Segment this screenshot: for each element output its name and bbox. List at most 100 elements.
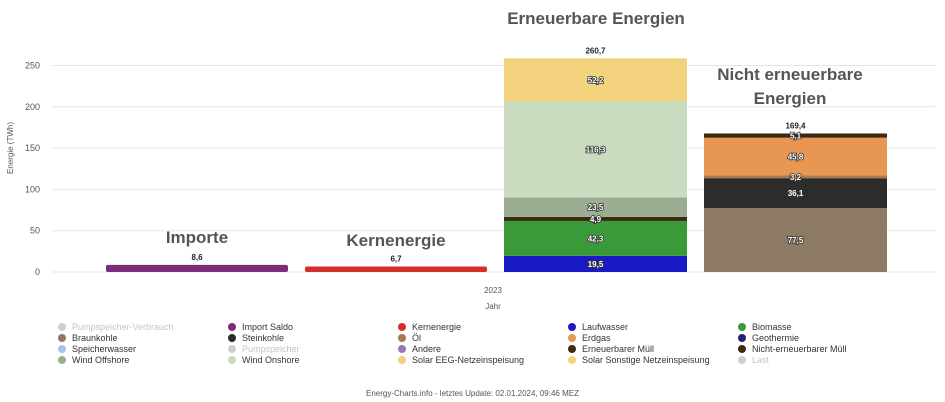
legend-label: Erneuerbarer Müll xyxy=(582,343,655,354)
legend-label: Erdgas xyxy=(582,332,611,343)
total-label: 6,7 xyxy=(390,254,402,263)
legend-label: Import Saldo xyxy=(242,321,294,332)
legend-item[interactable]: Pumpspeicher-Verbrauch xyxy=(58,321,228,332)
bar-segment xyxy=(704,175,887,179)
legend: Pumpspeicher-Verbrauch Import Saldo Kernen… xyxy=(58,321,898,365)
legend-item[interactable]: Erdgas xyxy=(568,332,738,343)
bar-segment xyxy=(504,220,687,256)
legend-label: Pumpspeicher-Verbrauch xyxy=(72,321,174,332)
bar-segment xyxy=(106,264,288,272)
y-tick-label: 100 xyxy=(25,184,40,194)
y-tick-label: 0 xyxy=(35,267,40,277)
y-tick-label: 150 xyxy=(25,143,40,153)
x-tick-label: 2023 xyxy=(484,286,502,295)
y-tick-label: 200 xyxy=(25,102,40,112)
y-axis-title: Energie (TWh) xyxy=(6,122,15,174)
data-label: 19,5 xyxy=(588,260,604,269)
legend-swatch xyxy=(568,333,576,342)
y-tick-label: 250 xyxy=(25,61,40,71)
legend-swatch xyxy=(738,322,746,331)
legend-swatch xyxy=(228,344,236,353)
legend-item[interactable]: Wind Offshore xyxy=(58,354,228,365)
bar-segment xyxy=(504,216,687,221)
footer-update: Energy-Charts.info - letztes Update: 02.… xyxy=(365,389,579,398)
legend-label: Wind Offshore xyxy=(72,354,130,365)
legend-item[interactable]: Last xyxy=(738,354,898,365)
legend-swatch xyxy=(58,344,66,353)
legend-label: Solar EEG-Netzeinspeisung xyxy=(412,354,525,365)
data-label: 42,3 xyxy=(588,234,604,243)
bars xyxy=(106,58,887,272)
legend-item[interactable]: Wind Onshore xyxy=(228,354,398,365)
bar-segment xyxy=(504,197,687,217)
legend-swatch xyxy=(228,333,236,342)
data-label: 45,8 xyxy=(788,153,804,162)
bar-segment xyxy=(704,178,887,208)
legend-label: Solar Sonstige Netzeinspeisung xyxy=(582,354,710,365)
legend-label: Nicht-erneuerbarer Müll xyxy=(752,343,847,354)
legend-swatch xyxy=(568,355,576,364)
x-axis-title: Jahr xyxy=(485,302,501,311)
legend-item[interactable]: Geothermie xyxy=(738,332,898,343)
data-label: 52,2 xyxy=(588,76,604,85)
legend-label: Last xyxy=(752,354,770,365)
legend-label: Braunkohle xyxy=(72,332,118,343)
legend-item[interactable]: Nicht-erneuerbarer Müll xyxy=(738,343,898,354)
legend-swatch xyxy=(738,355,746,364)
legend-item[interactable]: Andere xyxy=(398,343,568,354)
legend-swatch xyxy=(58,355,66,364)
group-title: Importe xyxy=(166,228,228,247)
legend-label: Wind Onshore xyxy=(242,354,300,365)
legend-item[interactable]: Speicherwasser xyxy=(58,343,228,354)
legend-swatch xyxy=(398,344,406,353)
legend-item[interactable]: Import Saldo xyxy=(228,321,398,332)
data-label: 4,9 xyxy=(590,215,602,224)
legend-swatch xyxy=(568,322,576,331)
legend-item[interactable]: Solar EEG-Netzeinspeisung xyxy=(398,354,568,365)
group-title: Energien xyxy=(754,89,827,108)
legend-label: Speicherwasser xyxy=(72,343,137,354)
legend-swatch xyxy=(58,333,66,342)
legend-item[interactable]: Kernenergie xyxy=(398,321,568,332)
legend-swatch xyxy=(568,344,576,353)
legend-item[interactable]: Braunkohle xyxy=(58,332,228,343)
data-label: 77,5 xyxy=(788,236,804,245)
legend-label: Steinkohle xyxy=(242,332,285,343)
total-label: 8,6 xyxy=(191,253,203,262)
bar-segment xyxy=(704,137,887,176)
bar-segment xyxy=(504,101,687,198)
bar-segment xyxy=(704,207,887,272)
legend-label: Geothermie xyxy=(752,332,800,343)
legend-swatch xyxy=(228,322,236,331)
y-tick-label: 50 xyxy=(30,226,40,236)
total-label: 260,7 xyxy=(585,46,606,55)
legend-label: Biomasse xyxy=(752,321,792,332)
legend-item[interactable]: Pumpspeicher xyxy=(228,343,398,354)
legend-label: Pumpspeicher xyxy=(242,343,300,354)
data-label: 3,2 xyxy=(790,173,802,182)
legend-swatch xyxy=(738,333,746,342)
data-label: 5,1 xyxy=(790,132,802,141)
legend-swatch xyxy=(398,355,406,364)
legend-item[interactable]: Erneuerbarer Müll xyxy=(568,343,738,354)
group-title: Kernenergie xyxy=(346,231,445,250)
total-label: 169,4 xyxy=(785,121,806,130)
data-label: 23,5 xyxy=(588,203,604,212)
labels: 8,6 6,7 19,5 42,3 4,9 23,5 116,3 52,2 260,7 77,5 3… xyxy=(166,9,863,270)
legend-item[interactable]: Steinkohle xyxy=(228,332,398,343)
legend-label: Laufwasser xyxy=(582,321,629,332)
legend-item[interactable]: Biomasse xyxy=(738,321,898,332)
bar-segment xyxy=(504,58,687,102)
legend-item[interactable]: Öl xyxy=(398,332,568,343)
bar-segment xyxy=(704,133,887,138)
legend-item[interactable]: Solar Sonstige Netzeinspeisung xyxy=(568,354,738,365)
legend-swatch xyxy=(228,355,236,364)
data-label: 36,1 xyxy=(788,189,804,198)
bar-segment xyxy=(305,266,487,272)
legend-item[interactable]: Laufwasser xyxy=(568,321,738,332)
legend-label: Kernenergie xyxy=(412,321,462,332)
legend-label: Öl xyxy=(412,332,421,343)
group-title: Erneuerbare Energien xyxy=(507,9,685,28)
bar-segment xyxy=(504,255,687,272)
